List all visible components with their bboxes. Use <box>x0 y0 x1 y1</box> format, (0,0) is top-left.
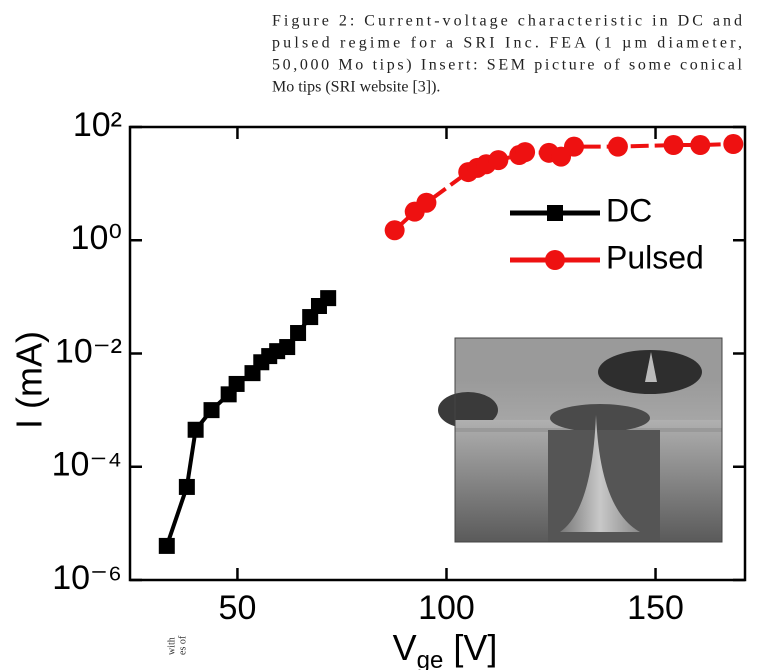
data-point <box>564 136 585 157</box>
data-point <box>547 205 563 221</box>
caption-line: 50,000 Mo tips) Insert: SEM picture of s… <box>272 57 743 74</box>
x-tick-label: 150 <box>627 589 684 627</box>
margin-text: with <box>166 637 177 655</box>
x-tick-label: 100 <box>418 589 475 627</box>
x-axis-label-part: V <box>393 627 417 668</box>
caption-line: pulsed regime for a SRI Inc. FEA (1 µm d… <box>272 35 742 52</box>
y-tick-label: 10⁻⁴ <box>52 446 122 484</box>
data-point <box>290 325 307 342</box>
data-point <box>607 136 628 157</box>
x-axis-label-part: [V] <box>453 627 497 668</box>
data-point <box>320 290 337 307</box>
data-point <box>488 150 509 171</box>
legend-label: DC <box>606 192 652 228</box>
sem-inset <box>438 337 723 543</box>
data-point <box>384 220 405 241</box>
data-point <box>416 192 437 213</box>
data-point <box>187 421 204 438</box>
data-point <box>663 135 684 156</box>
data-point <box>723 134 744 155</box>
margin-text: es of <box>177 635 188 655</box>
data-point <box>279 339 296 356</box>
y-tick-label: 10⁻⁶ <box>52 559 122 597</box>
y-axis-label: I (mA) <box>9 331 50 429</box>
data-point <box>203 402 220 419</box>
caption-line: Mo tips (SRI website [3]). <box>272 79 440 96</box>
caption: Figure 2: Current-voltage characteristic… <box>272 13 743 96</box>
data-point <box>178 478 195 495</box>
y-tick-label: 10⁻² <box>55 332 122 370</box>
x-axis-label-part: ge <box>417 647 444 670</box>
y-tick-label: 10² <box>73 106 122 144</box>
data-point <box>545 250 565 270</box>
data-point <box>158 537 175 554</box>
x-axis-label: Vge [V] <box>393 627 498 670</box>
y-tick-label: 10⁰ <box>71 219 122 257</box>
data-point <box>228 375 245 392</box>
x-tick-label: 50 <box>219 589 257 627</box>
data-point <box>690 135 711 156</box>
plot: 10² 10⁰ 10⁻² 10⁻⁴ 10⁻⁶ 50 100 150 I (mA) Vge [V] wi… <box>9 106 747 670</box>
data-point <box>515 142 536 163</box>
legend-label: Pulsed <box>606 239 704 275</box>
caption-line: Figure 2: Current-voltage characteristic… <box>272 13 742 30</box>
